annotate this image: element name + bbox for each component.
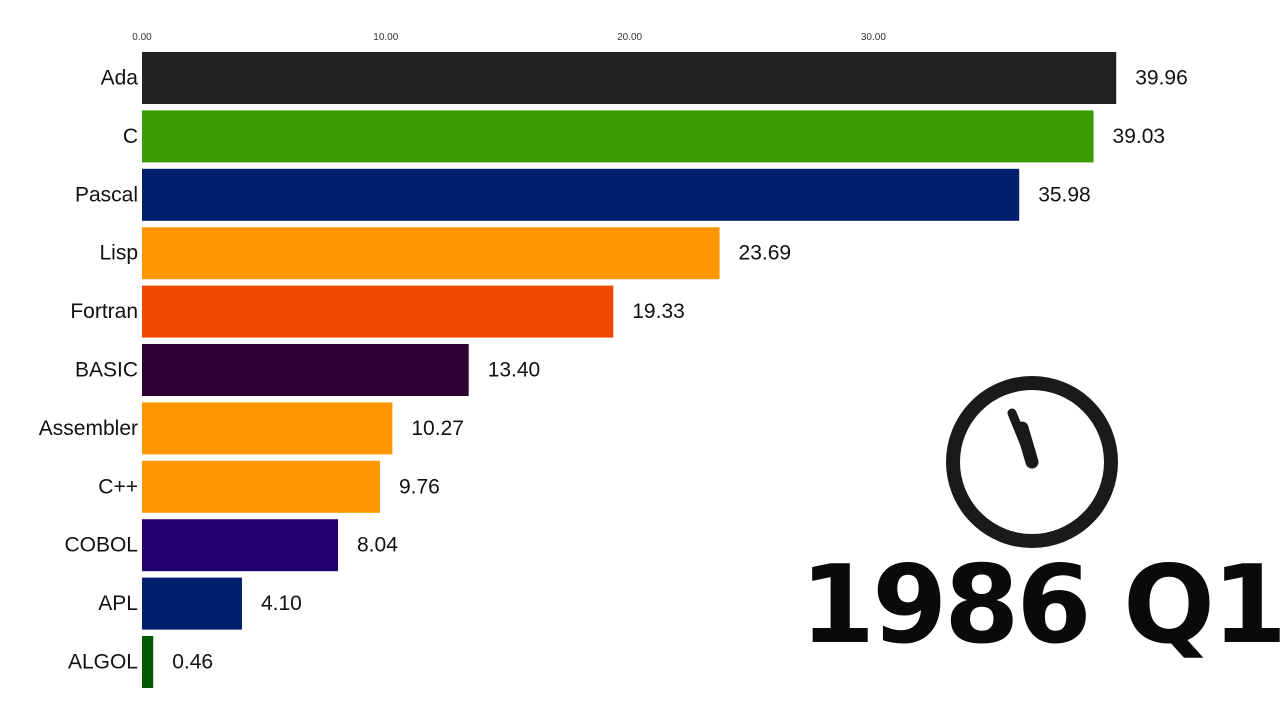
value-label: 9.76	[399, 475, 440, 498]
clock-hour-hand	[1015, 421, 1039, 469]
category-label: Ada	[101, 67, 139, 90]
value-label: 39.03	[1113, 125, 1166, 148]
category-label: Pascal	[75, 183, 138, 206]
bar-group: Ada 39.96 C 39.03 Pascal 35.98 Lisp 23.69 Fortra…	[39, 52, 1188, 688]
value-label: 19.33	[632, 300, 685, 323]
clock-face	[946, 376, 1118, 548]
x-tick-label: 0.00	[132, 32, 152, 43]
category-label: Assembler	[39, 417, 138, 440]
bar	[142, 402, 393, 455]
value-label: 10.27	[411, 417, 464, 440]
x-axis: 0.00 10.00 20.00 30.00	[132, 32, 886, 43]
category-label: BASIC	[75, 359, 138, 382]
clock-icon	[946, 376, 1118, 548]
value-label: 35.98	[1038, 183, 1091, 206]
x-tick-label: 10.00	[373, 32, 398, 43]
value-label: 39.96	[1135, 67, 1188, 90]
category-label: C++	[98, 475, 138, 498]
value-label: 23.69	[739, 242, 792, 265]
bar	[142, 344, 469, 396]
bar	[142, 52, 1117, 104]
x-tick-label: 20.00	[617, 32, 642, 43]
period-label: 1986 Q1	[800, 543, 1280, 668]
category-label: APL	[98, 592, 138, 615]
x-tick-label: 30.00	[861, 32, 886, 43]
bar	[142, 577, 242, 630]
bar	[142, 285, 614, 338]
category-label: C	[123, 125, 138, 148]
category-label: ALGOL	[68, 651, 138, 674]
bar	[142, 460, 380, 513]
bar	[142, 636, 154, 688]
category-label: Fortran	[70, 300, 138, 323]
value-label: 8.04	[357, 534, 398, 557]
bar	[142, 110, 1094, 163]
bar	[142, 227, 720, 280]
value-label: 0.46	[172, 651, 213, 674]
value-label: 4.10	[261, 592, 302, 615]
value-label: 13.40	[488, 359, 541, 382]
category-label: COBOL	[64, 534, 138, 557]
bar	[142, 168, 1020, 221]
category-label: Lisp	[99, 242, 138, 265]
bar	[142, 519, 339, 572]
